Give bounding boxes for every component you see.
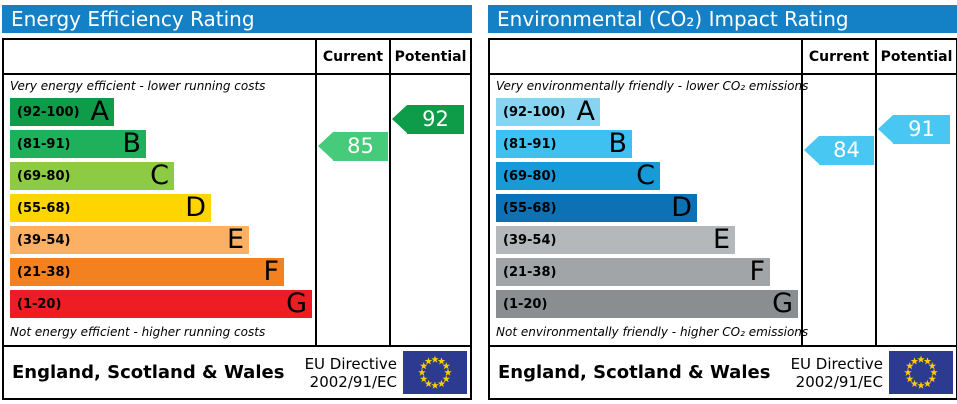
band-letter: G [772, 288, 793, 319]
band-row-d: (55-68) D [10, 194, 211, 222]
band-row-c: (69-80) C [496, 162, 660, 190]
bottom-caption: Not environmentally friendly - higher CO… [496, 325, 809, 339]
band-letter: D [671, 192, 692, 223]
column-divider [801, 40, 803, 345]
band-row-c: (69-80) C [10, 162, 174, 190]
band-range: (69-80) [503, 168, 557, 184]
eu-directive-line2: 2002/91/EC [309, 372, 397, 391]
band-range: (1-20) [503, 296, 548, 312]
band-row-f: (21-38) F [496, 258, 770, 286]
footer: England, Scotland & Wales EU Directive 2… [4, 347, 470, 398]
potential-rating-arrow: 91 [878, 115, 950, 144]
top-caption: Very environmentally friendly - lower CO… [496, 79, 809, 93]
bands-column: Very environmentally friendly - lower CO… [490, 75, 809, 339]
band-row-g: (1-20) G [496, 290, 798, 318]
band-letter: A [576, 96, 595, 127]
band-letter: C [636, 160, 655, 191]
band-range: (81-91) [17, 136, 71, 152]
region-label: England, Scotland & Wales [12, 362, 285, 383]
band-range: (39-54) [503, 232, 557, 248]
panel-title: Energy Efficiency Rating [2, 5, 472, 33]
band-row-d: (55-68) D [496, 194, 697, 222]
band-range: (55-68) [503, 200, 557, 216]
region-label: England, Scotland & Wales [498, 362, 771, 383]
arrow-point-icon [804, 136, 819, 164]
eu-directive-line1: EU Directive [790, 354, 883, 373]
column-header-potential: Potential [880, 48, 953, 65]
potential-rating-value: 92 [407, 105, 464, 134]
band-row-b: (81-91) B [496, 130, 632, 158]
environmental-impact-panel: Environmental (CO₂) Impact Rating Curren… [488, 5, 957, 400]
band-letter: E [226, 224, 244, 255]
band-row-a: (92-100) A [496, 98, 600, 126]
eu-directive-line1: EU Directive [304, 354, 397, 373]
eu-flag-icon [889, 351, 953, 394]
potential-rating-value: 91 [893, 115, 950, 144]
band-letter: G [286, 288, 307, 319]
band-row-a: (92-100) A [10, 98, 114, 126]
band-range: (1-20) [17, 296, 62, 312]
band-letter: F [749, 256, 765, 287]
eu-directive-label: EU Directive 2002/91/EC [305, 355, 403, 391]
band-range: (69-80) [17, 168, 71, 184]
band-letter: A [90, 96, 109, 127]
current-rating-value: 85 [333, 132, 388, 161]
column-divider [875, 40, 877, 345]
header-divider [490, 73, 956, 75]
panel-title: Environmental (CO₂) Impact Rating [488, 5, 957, 33]
band-range: (81-91) [503, 136, 557, 152]
footer: England, Scotland & Wales EU Directive 2… [490, 347, 956, 398]
band-letter: C [150, 160, 169, 191]
band-range: (21-38) [503, 264, 557, 280]
band-row-g: (1-20) G [10, 290, 312, 318]
top-caption: Very energy efficient - lower running co… [10, 79, 266, 93]
band-range: (92-100) [503, 104, 566, 120]
band-range: (21-38) [17, 264, 71, 280]
band-letter: F [263, 256, 279, 287]
footer-divider [490, 345, 956, 347]
potential-rating-arrow: 92 [392, 105, 464, 134]
rating-table: Current Potential Very environmentally f… [488, 38, 957, 400]
footer-divider [4, 345, 470, 347]
bottom-caption: Not energy efficient - higher running co… [10, 325, 266, 339]
current-rating-arrow: 84 [804, 136, 874, 165]
band-range: (55-68) [17, 200, 71, 216]
column-header-potential: Potential [394, 48, 467, 65]
header-divider [4, 73, 470, 75]
arrow-point-icon [318, 132, 333, 160]
band-letter: D [185, 192, 206, 223]
bands-column: Very energy efficient - lower running co… [4, 75, 315, 339]
band-range: (39-54) [17, 232, 71, 248]
band-range: (92-100) [17, 104, 80, 120]
arrow-point-icon [878, 115, 893, 143]
column-divider [389, 40, 391, 345]
column-divider [315, 40, 317, 345]
band-row-e: (39-54) E [496, 226, 735, 254]
band-letter: B [122, 128, 141, 159]
eu-flag-icon [403, 351, 467, 394]
arrow-point-icon [392, 105, 407, 133]
current-rating-arrow: 85 [318, 132, 388, 161]
eu-directive-line2: 2002/91/EC [795, 372, 883, 391]
band-row-e: (39-54) E [10, 226, 249, 254]
eu-directive-label: EU Directive 2002/91/EC [791, 355, 889, 391]
column-header-current: Current [322, 48, 384, 65]
rating-table: Current Potential Very energy efficient … [2, 38, 472, 400]
band-row-f: (21-38) F [10, 258, 284, 286]
band-row-b: (81-91) B [10, 130, 146, 158]
column-header-current: Current [808, 48, 870, 65]
band-letter: E [712, 224, 730, 255]
energy-efficiency-panel: Energy Efficiency Rating Current Potenti… [2, 5, 472, 400]
current-rating-value: 84 [819, 136, 874, 165]
band-letter: B [608, 128, 627, 159]
